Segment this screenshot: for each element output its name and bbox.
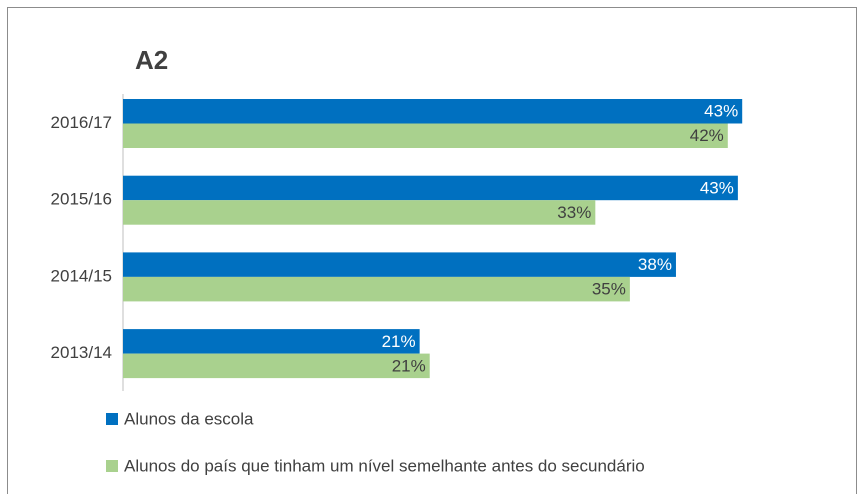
legend-label: Alunos do país que tinham um nível semel… <box>124 456 645 475</box>
bar <box>123 123 728 148</box>
data-label: 21% <box>392 356 426 375</box>
y-tick-label: 2013/14 <box>51 343 112 362</box>
y-tick-label: 2016/17 <box>51 113 112 132</box>
data-label: 33% <box>557 203 591 222</box>
chart-border <box>7 7 857 494</box>
bar <box>123 329 420 354</box>
bar <box>123 200 596 225</box>
y-tick-label: 2015/16 <box>51 190 112 209</box>
chart-title: A2 <box>135 45 168 75</box>
legend-swatch <box>106 413 118 425</box>
y-tick-label: 2014/15 <box>51 266 112 285</box>
data-label: 35% <box>592 280 626 299</box>
bar <box>123 276 630 302</box>
data-label: 21% <box>382 332 416 351</box>
bar <box>123 99 743 124</box>
bar <box>123 175 738 201</box>
data-label: 43% <box>704 102 738 121</box>
data-label: 42% <box>690 126 724 145</box>
data-label: 43% <box>700 178 734 197</box>
bar <box>123 252 676 277</box>
bar <box>123 353 430 379</box>
data-label: 38% <box>638 255 672 274</box>
legend-swatch <box>106 460 118 472</box>
legend-label: Alunos da escola <box>124 409 254 428</box>
